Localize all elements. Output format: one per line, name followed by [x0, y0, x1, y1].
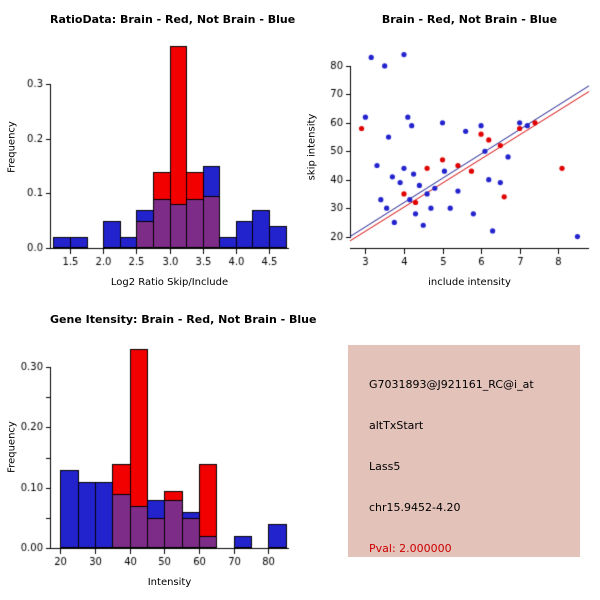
genomic-locus-text: chr15.9452-4.20 — [369, 501, 461, 514]
probe-id-text: G7031893@J921161_RC@i_at — [369, 378, 534, 391]
gene-info-box: G7031893@J921161_RC@i_at altTxStart Lass… — [348, 345, 580, 557]
scatter-xlabel: include intensity — [428, 277, 511, 288]
panel-ratio-histogram: RatioData: Brain - Red, Not Brain - Blue… — [0, 0, 300, 300]
panel-gene-info: G7031893@J921161_RC@i_at altTxStart Lass… — [300, 300, 600, 600]
ratio-histogram-xlabel: Log2 Ratio Skip/Include — [110, 277, 229, 288]
ratio-histogram-plot — [0, 0, 300, 300]
pvalue-text: Pval: 2.000000 — [369, 542, 452, 555]
panel-gene-intensity-histogram: Gene Itensity: Brain - Red, Not Brain - … — [0, 300, 316, 600]
splice-event-type-text: altTxStart — [369, 419, 424, 432]
intensity-scatter-plot — [300, 0, 600, 300]
gene-symbol-text: Lass5 — [369, 460, 401, 473]
panel-intensity-scatter: Brain - Red, Not Brain - Blue skip inten… — [300, 0, 600, 300]
gene-intensity-histogram-plot — [0, 300, 300, 600]
gene-histogram-xlabel: Intensity — [147, 577, 192, 588]
